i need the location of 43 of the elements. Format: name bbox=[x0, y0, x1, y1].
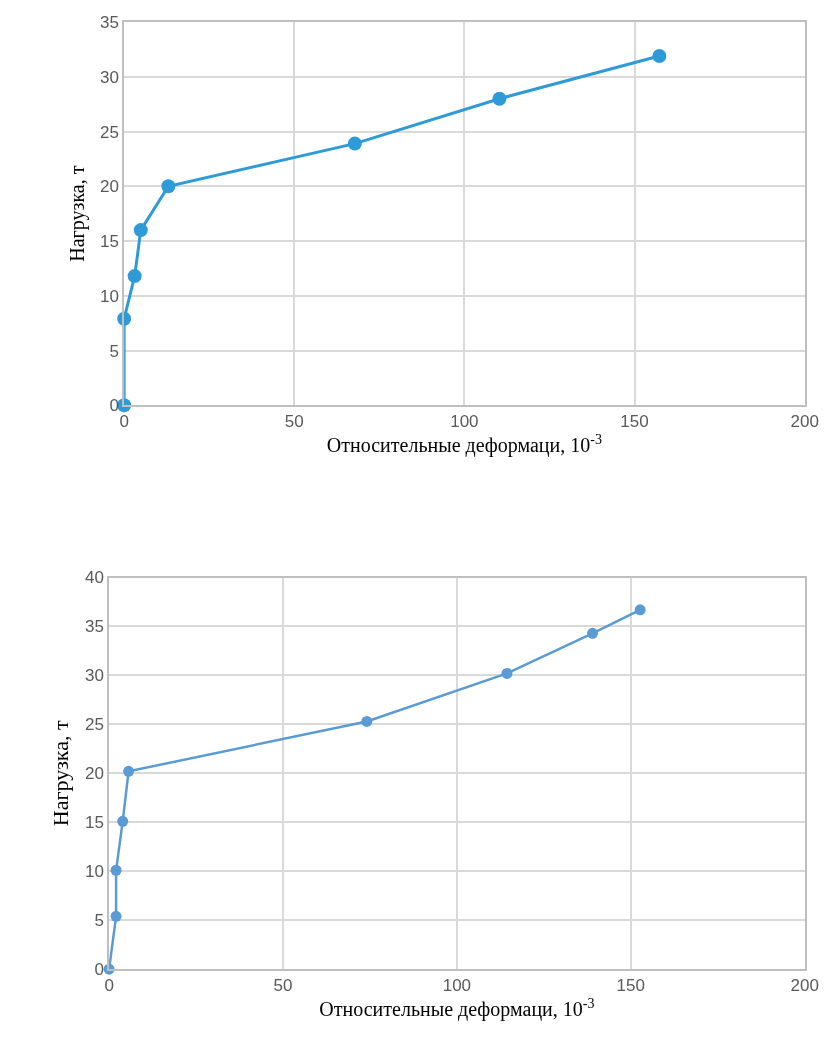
point bbox=[110, 864, 122, 876]
x-tick-label: 150 bbox=[620, 412, 649, 432]
y-tick-label: 25 bbox=[85, 715, 104, 735]
y-tick-label: 15 bbox=[100, 232, 119, 251]
y-tick-label: 20 bbox=[100, 177, 119, 197]
point bbox=[117, 815, 129, 827]
y-tick-label: 5 bbox=[94, 911, 104, 931]
point bbox=[501, 667, 513, 679]
point bbox=[110, 910, 122, 922]
y-axis-title: Нагрузка, т bbox=[66, 165, 90, 262]
x-tick-label: 200 bbox=[790, 412, 819, 432]
y-tick-label: 5 bbox=[109, 341, 119, 361]
x-axis-title: Относительные деформаци, 10$^{-3}$ bbox=[319, 995, 595, 1022]
y-tick-label: 30 bbox=[100, 67, 119, 87]
point bbox=[127, 269, 142, 284]
point bbox=[587, 627, 599, 639]
x-tick-label: 50 bbox=[284, 412, 304, 432]
point bbox=[634, 604, 646, 616]
y-tick-label: 25 bbox=[100, 122, 119, 142]
y-tick-label: 30 bbox=[85, 666, 104, 686]
y-tick-label: 10 bbox=[100, 286, 119, 306]
point bbox=[652, 49, 667, 63]
y-axis-title: Нагрузка, т bbox=[48, 720, 74, 827]
x-tick-label: 150 bbox=[616, 976, 645, 996]
y-tick-label: 0 bbox=[109, 396, 119, 416]
x-tick-label: 200 bbox=[790, 976, 819, 996]
y-tick-label: 35 bbox=[85, 617, 104, 637]
x-axis-title: Относительные деформаци, 10$^{-3}$ bbox=[326, 432, 602, 458]
point bbox=[361, 715, 373, 727]
x-tick-label: 100 bbox=[450, 412, 479, 432]
y-tick-label: 15 bbox=[85, 813, 104, 833]
y-tick-label: 20 bbox=[85, 764, 104, 784]
y-tick-label: 0 bbox=[94, 960, 104, 980]
point bbox=[347, 136, 362, 151]
y-tick-label: 10 bbox=[85, 862, 104, 882]
point bbox=[123, 765, 135, 777]
y-tick-label: 35 bbox=[100, 13, 119, 32]
point bbox=[133, 223, 148, 238]
point bbox=[492, 91, 507, 106]
point bbox=[161, 179, 176, 194]
x-tick-label: 50 bbox=[273, 976, 293, 996]
x-tick-label: 100 bbox=[442, 976, 472, 996]
y-tick-label: 40 bbox=[85, 568, 104, 588]
